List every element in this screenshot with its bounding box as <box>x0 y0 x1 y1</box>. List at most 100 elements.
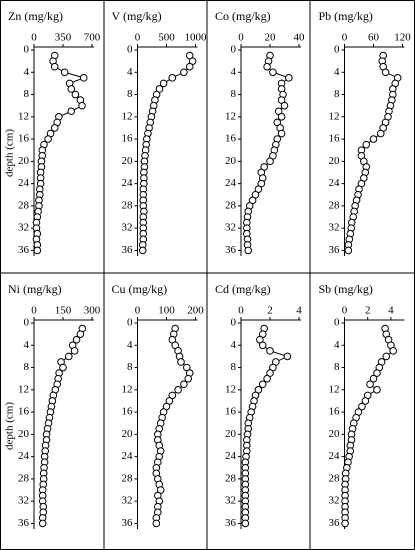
y-tick-label: 12 <box>329 110 340 122</box>
y-tick-label: 0 <box>231 44 237 56</box>
data-point <box>358 402 366 411</box>
y-tick-label: 4 <box>127 339 133 351</box>
y-tick-label: 12 <box>225 383 236 395</box>
data-point <box>344 246 353 255</box>
y-tick-label: 24 <box>18 177 30 189</box>
y-tick-label: 4 <box>24 66 30 78</box>
y-tick-label: 32 <box>329 495 340 507</box>
data-point <box>33 246 42 255</box>
y-tick-label: 8 <box>231 361 237 373</box>
data-point <box>263 62 271 71</box>
y-tick-label: 16 <box>329 406 341 418</box>
y-tick-label: 36 <box>122 517 134 529</box>
data-point <box>369 374 378 383</box>
data-point <box>50 62 59 71</box>
y-tick-label: 12 <box>122 383 133 395</box>
y-tick-label: 12 <box>225 110 236 122</box>
data-point <box>174 386 182 394</box>
x-tick-label: 0 <box>135 32 141 44</box>
y-tick-label: 36 <box>122 244 134 256</box>
x-tick-label: 350 <box>55 32 72 44</box>
y-tick-label: 24 <box>18 450 30 462</box>
y-tick-label: 28 <box>225 472 237 484</box>
y-tick-label: 4 <box>231 66 237 78</box>
y-tick-label: 36 <box>329 517 341 529</box>
panel-title: Sb (mg/kg) <box>319 282 373 296</box>
x-tick-label: 4 <box>296 305 302 317</box>
y-tick-label: 20 <box>122 428 134 440</box>
y-tick-label: 4 <box>231 339 237 351</box>
y-tick-label: 16 <box>225 133 237 145</box>
y-tick-label: 36 <box>225 517 237 529</box>
profile-line <box>347 55 399 251</box>
data-point <box>341 519 349 528</box>
data-point <box>285 74 293 82</box>
y-tick-label: 8 <box>127 88 133 100</box>
x-tick-label: 40 <box>294 32 306 44</box>
data-point <box>177 358 185 366</box>
data-point <box>79 74 88 82</box>
y-axis-label: depth (cm) <box>4 402 16 450</box>
y-tick-label: 16 <box>225 406 237 418</box>
y-tick-label: 28 <box>329 472 341 484</box>
y-tick-label: 4 <box>334 339 340 351</box>
y-tick-label: 8 <box>231 88 237 100</box>
x-tick-label: 0 <box>135 305 141 317</box>
y-tick-label: 16 <box>122 406 134 418</box>
x-tick-label: 1000 <box>185 32 208 44</box>
data-point <box>67 85 76 93</box>
x-tick-label: 4 <box>388 305 394 317</box>
data-point <box>159 79 168 88</box>
y-tick-label: 24 <box>225 450 237 462</box>
y-tick-label: 28 <box>122 472 134 484</box>
data-point <box>373 386 381 394</box>
x-tick-label: 0 <box>31 32 37 44</box>
x-tick-label: 60 <box>368 32 380 44</box>
panel-title: Cd (mg/kg) <box>215 282 271 296</box>
y-tick-label: 36 <box>18 244 30 256</box>
y-tick-label: 36 <box>329 244 341 256</box>
y-tick-label: 12 <box>122 110 133 122</box>
x-tick-label: 20 <box>265 32 277 44</box>
data-point <box>277 113 286 121</box>
x-tick-label: 0 <box>342 305 348 317</box>
x-tick-label: 0 <box>238 305 244 317</box>
data-point <box>72 335 81 344</box>
y-tick-label: 8 <box>334 361 340 373</box>
data-point <box>266 157 274 166</box>
y-tick-label: 0 <box>334 317 340 329</box>
data-point <box>376 129 385 138</box>
data-point <box>277 129 286 138</box>
data-point <box>366 380 374 389</box>
y-tick-label: 20 <box>225 155 237 167</box>
y-tick-label: 32 <box>18 222 29 234</box>
y-tick-label: 24 <box>122 177 134 189</box>
data-point <box>138 246 147 255</box>
data-point <box>184 374 193 383</box>
data-point <box>244 246 253 255</box>
data-point <box>258 380 267 389</box>
y-tick-label: 4 <box>127 66 133 78</box>
data-point <box>44 135 52 143</box>
x-tick-label: 150 <box>55 305 72 317</box>
y-tick-label: 24 <box>122 450 134 462</box>
y-tick-label: 8 <box>127 361 133 373</box>
y-tick-label: 28 <box>122 199 134 211</box>
y-tick-label: 32 <box>225 222 236 234</box>
y-tick-label: 32 <box>329 222 340 234</box>
y-tick-label: 0 <box>334 44 340 56</box>
y-tick-label: 0 <box>24 44 30 56</box>
y-tick-label: 32 <box>18 495 29 507</box>
data-point <box>361 397 370 405</box>
panel-title: Cu (mg/kg) <box>112 282 168 296</box>
profile-line <box>142 55 194 251</box>
x-tick-label: 200 <box>187 305 204 317</box>
data-point <box>241 519 250 528</box>
data-point <box>362 140 371 149</box>
y-tick-label: 32 <box>122 495 133 507</box>
data-point <box>71 90 80 99</box>
x-tick-label: 300 <box>84 305 101 317</box>
data-point <box>60 68 69 77</box>
data-point <box>369 135 378 143</box>
y-tick-label: 0 <box>24 317 30 329</box>
